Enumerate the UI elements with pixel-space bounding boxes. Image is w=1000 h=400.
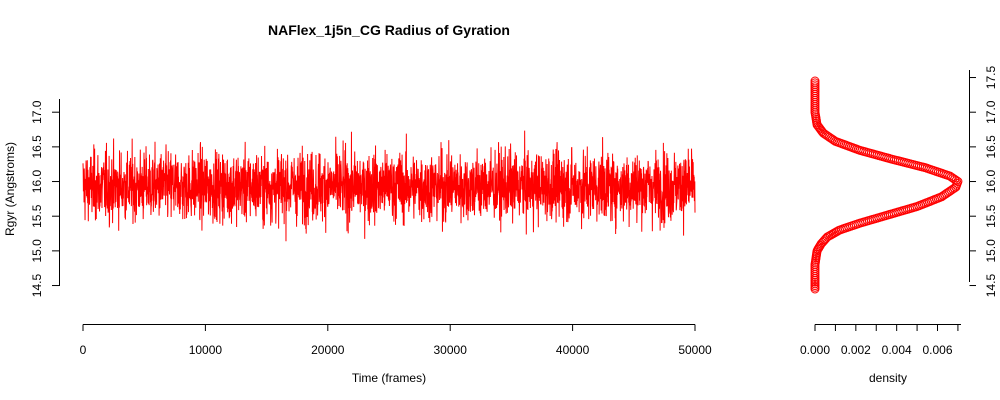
chart-title: NAFlex_1j5n_CG Radius of Gyration [268,22,510,38]
density-y-tick-label: 15.0 [984,239,998,263]
density-point [827,134,837,144]
density-point [829,135,839,145]
density-point [814,122,824,132]
x-axis-label: Time (frames) [352,371,426,385]
x-tick-label: 40000 [556,343,590,357]
x-tick-label: 50000 [678,343,712,357]
density-x-tick-label: 0.000 [800,343,830,357]
density-x-axis-ticks: 0.000 0.002 0.004 0.006 [800,324,959,357]
density-y-axis-ticks: 14.5 15.0 15.5 16.0 16.5 17.0 17.5 [969,66,998,298]
y-tick-label: 15.5 [30,204,44,228]
y-tick-label: 14.5 [30,274,44,298]
x-tick-label: 20000 [311,343,345,357]
y-tick-label: 17.0 [30,100,44,124]
density-point [810,76,820,86]
density-x-axis-label: density [869,371,907,385]
y-tick-label: 15.0 [30,239,44,263]
density-x-tick-label: 0.006 [922,343,952,357]
y-tick-label: 16.0 [30,170,44,194]
y-tick-label: 16.5 [30,135,44,159]
y-axis-label: Rgyr (Angstroms) [3,142,17,236]
x-tick-label: 10000 [189,343,223,357]
density-points [810,76,963,294]
density-y-tick-label: 17.5 [984,66,998,90]
density-point [824,132,834,142]
x-tick-label: 0 [80,343,87,357]
density-point [823,131,833,141]
density-y-tick-label: 16.5 [984,135,998,159]
y-axis-ticks: 14.5 15.0 15.5 16.0 16.5 17.0 [30,100,60,297]
density-y-tick-label: 16.0 [984,170,998,194]
density-y-tick-label: 17.0 [984,100,998,124]
density-x-tick-label: 0.002 [841,343,871,357]
density-point [826,133,836,143]
x-axis-ticks: 0 10000 20000 30000 40000 50000 [80,324,712,357]
density-y-tick-label: 14.5 [984,274,998,298]
density-x-tick-label: 0.004 [882,343,912,357]
density-point [830,136,840,146]
x-tick-label: 30000 [434,343,468,357]
density-y-tick-label: 15.5 [984,204,998,228]
time-series-plot: 0 10000 20000 30000 40000 50000 14.515.015.51… [3,99,712,385]
rgyr-trace-line [82,130,696,242]
density-plot: 0.000 0.002 0.004 0.006 14.5 15.0 15.5 16.0 16.… [800,66,998,385]
